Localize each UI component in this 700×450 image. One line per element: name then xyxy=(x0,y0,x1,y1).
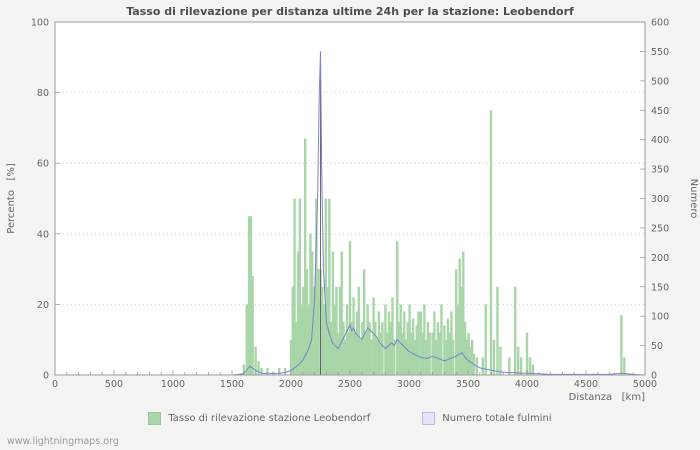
svg-text:250: 250 xyxy=(651,223,669,234)
svg-text:80: 80 xyxy=(37,88,49,99)
svg-text:200: 200 xyxy=(651,253,669,264)
svg-text:500: 500 xyxy=(105,379,123,390)
svg-text:1000: 1000 xyxy=(161,379,185,390)
svg-text:3500: 3500 xyxy=(456,379,480,390)
legend-label-detection-rate: Tasso di rilevazione stazione Leobendorf xyxy=(168,413,371,424)
svg-text:0: 0 xyxy=(52,379,58,390)
svg-text:60: 60 xyxy=(37,159,49,170)
svg-text:100: 100 xyxy=(31,18,49,29)
left-axis-ticks: 0 20 40 60 80 100 xyxy=(31,18,60,382)
svg-text:50: 50 xyxy=(651,341,663,352)
svg-text:400: 400 xyxy=(651,135,669,146)
svg-text:300: 300 xyxy=(651,194,669,205)
legend-item-detection-rate: Tasso di rilevazione stazione Leobendorf xyxy=(148,412,370,425)
svg-text:100: 100 xyxy=(651,312,669,323)
svg-text:1500: 1500 xyxy=(220,379,244,390)
x-axis-label: Distanza [km] xyxy=(569,392,645,403)
legend-item-total-lightning: Numero totale fulmini xyxy=(422,412,552,425)
svg-text:40: 40 xyxy=(37,229,49,240)
svg-text:3000: 3000 xyxy=(397,379,421,390)
right-axis-label: Numero xyxy=(688,179,699,219)
svg-text:2000: 2000 xyxy=(279,379,303,390)
total-lightning-line xyxy=(55,51,646,376)
svg-text:4500: 4500 xyxy=(574,379,598,390)
svg-text:0: 0 xyxy=(651,371,657,382)
svg-text:0: 0 xyxy=(43,371,49,382)
x-axis-ticks: 0 500 1000 1500 2000 2500 3000 3500 4000 4500 5000 xyxy=(52,370,657,390)
svg-text:5000: 5000 xyxy=(633,379,657,390)
svg-text:600: 600 xyxy=(651,18,669,29)
total-lightning-swatch xyxy=(422,412,436,425)
svg-text:500: 500 xyxy=(651,76,669,87)
chart-title: Tasso di rilevazione per distanza ultime… xyxy=(126,5,574,18)
svg-text:350: 350 xyxy=(651,165,669,176)
legend-label-total-lightning: Numero totale fulmini xyxy=(442,413,552,424)
legend: Tasso di rilevazione stazione Leobendorf… xyxy=(0,412,700,425)
svg-text:4000: 4000 xyxy=(515,379,539,390)
left-axis-label: Percento [%] xyxy=(6,163,17,234)
right-axis-ticks: 0 50 100 150 200 250 300 350 400 450 500 550 600 xyxy=(640,18,669,382)
svg-text:2500: 2500 xyxy=(338,379,362,390)
svg-text:20: 20 xyxy=(37,300,49,311)
svg-text:450: 450 xyxy=(651,106,669,117)
svg-text:150: 150 xyxy=(651,282,669,293)
svg-text:550: 550 xyxy=(651,47,669,58)
watermark-link[interactable]: www.lightningmaps.org xyxy=(7,436,119,447)
detection-rate-swatch xyxy=(148,412,162,425)
